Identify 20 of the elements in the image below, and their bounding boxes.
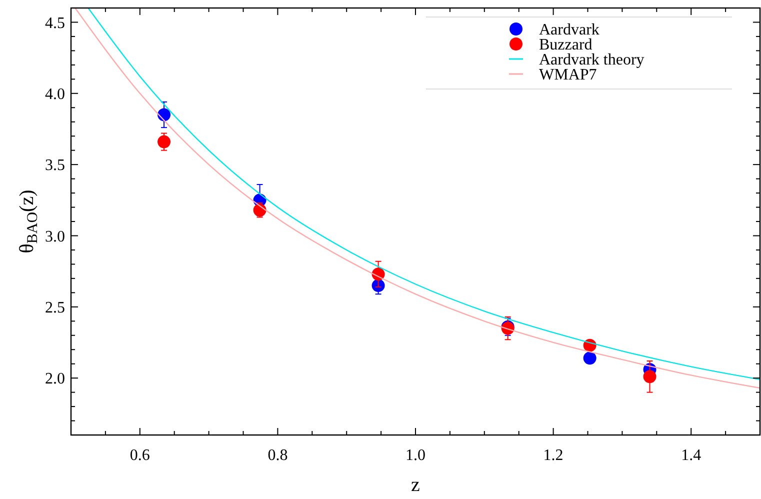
y-tick-label: 4.5	[45, 14, 65, 32]
x-tick-label: 1.0	[406, 447, 426, 464]
legend-label: Buzzard	[539, 36, 592, 54]
y-tick-label: 3.5	[45, 157, 65, 174]
y-tick-label: 4.0	[45, 86, 65, 103]
point	[158, 108, 171, 122]
point	[643, 370, 656, 384]
y-tick-label: 3.0	[45, 228, 65, 246]
x-tick-label: 0.8	[268, 447, 288, 464]
point	[583, 352, 596, 365]
legend-label: Aardvark	[539, 22, 600, 39]
x-tick-label: 1.4	[681, 447, 702, 464]
y-tick-label: 2.5	[45, 300, 65, 316]
y-tick-label: 2.0	[45, 370, 65, 388]
legend-label: Aardvark theory	[539, 52, 644, 69]
x-tick-label: 1.2	[543, 447, 564, 464]
x-axis-title: z	[411, 474, 420, 496]
point	[158, 135, 171, 148]
x-tick-label: 0.6	[130, 447, 150, 464]
legend-label: WMAP7	[539, 66, 597, 84]
